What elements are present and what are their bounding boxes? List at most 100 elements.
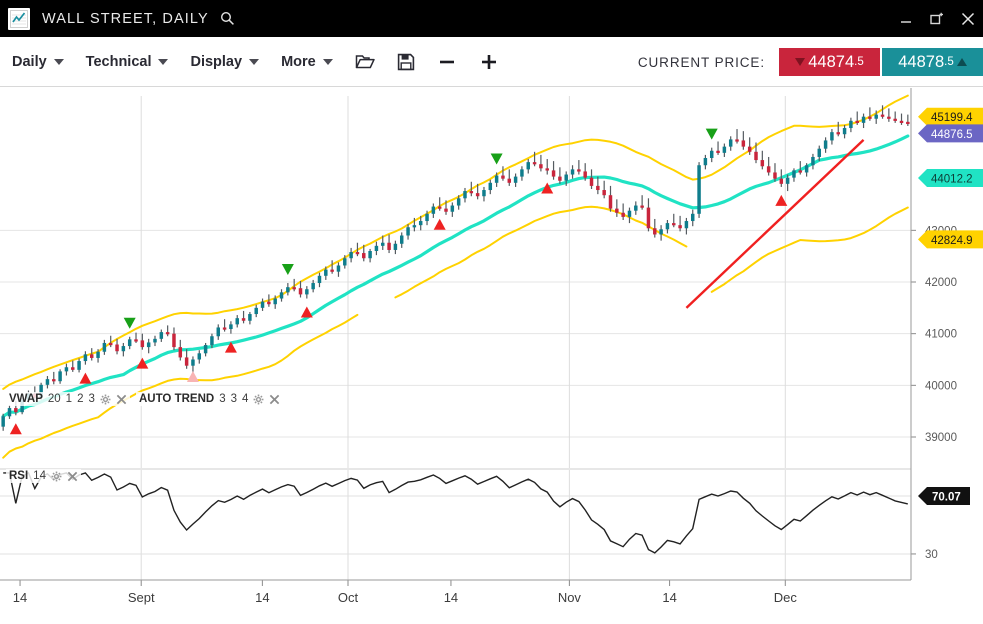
chevron-down-icon <box>249 58 260 65</box>
menu-daily[interactable]: Daily <box>0 37 75 86</box>
trend-line <box>685 139 865 309</box>
candle-body <box>425 213 429 222</box>
gear-icon[interactable] <box>100 394 111 405</box>
candle-body <box>83 354 88 362</box>
candle-body <box>849 120 853 129</box>
menu-more[interactable]: More <box>270 37 344 86</box>
chart-logo-icon <box>8 7 30 30</box>
rsi-line <box>3 471 908 554</box>
search-icon[interactable] <box>220 11 235 26</box>
svg-text:44012.2: 44012.2 <box>931 174 973 186</box>
candle-body <box>115 344 119 352</box>
candle-body <box>222 327 227 330</box>
candle-body <box>817 148 822 157</box>
zoom-out-icon[interactable] <box>426 37 468 86</box>
candle-body <box>589 177 594 186</box>
candle-body <box>191 359 195 366</box>
lower-band-badge: 42824.9 <box>918 230 983 249</box>
candle-body <box>608 195 613 209</box>
main-toolbar: Daily Technical Display More <box>0 37 983 87</box>
upper-band-line <box>2 94 909 390</box>
chart-canvas[interactable]: 430004200041000400003900014Sept14Oct14No… <box>0 88 983 624</box>
candle-body <box>317 275 322 284</box>
candle-body <box>754 151 758 161</box>
candle-body <box>146 342 151 348</box>
candle-body <box>747 146 752 152</box>
candle-body <box>330 269 334 272</box>
candle-body <box>513 176 518 183</box>
price-tick-label: 39000 <box>925 432 957 444</box>
close-icon[interactable] <box>269 394 280 405</box>
last-price-badge: 44876.5 <box>918 124 983 143</box>
gear-icon[interactable] <box>253 394 264 405</box>
menu-technical[interactable]: Technical <box>75 37 180 86</box>
candle-body <box>488 182 493 191</box>
buy-signal-marker <box>9 423 22 435</box>
candle-body <box>855 120 859 123</box>
vwap-param-1: 1 <box>65 393 73 405</box>
menu-technical-label: Technical <box>85 53 152 70</box>
candle-body <box>482 190 486 197</box>
candle-body <box>678 225 682 229</box>
current-price-label: CURRENT PRICE: <box>637 54 765 70</box>
gear-icon[interactable] <box>51 471 62 482</box>
candle-body <box>735 139 739 142</box>
menu-display[interactable]: Display <box>179 37 270 86</box>
open-folder-icon[interactable] <box>344 37 386 86</box>
candle-body <box>627 210 632 217</box>
restore-icon[interactable] <box>928 10 946 28</box>
vwap-indicator-legend[interactable]: VWAP 20 1 2 3 <box>6 392 130 406</box>
window-title: WALL STREET, DAILY <box>42 10 209 27</box>
candle-body <box>621 212 625 217</box>
chart-area[interactable]: 430004200041000400003900014Sept14Oct14No… <box>0 88 983 624</box>
candle-body <box>292 287 296 290</box>
candle-body <box>665 223 670 230</box>
lower-band-line <box>394 205 688 299</box>
save-disk-icon[interactable] <box>386 37 426 86</box>
candle-body <box>197 353 202 360</box>
candle-body <box>868 116 872 119</box>
zoom-in-icon[interactable] <box>468 37 510 86</box>
menu-display-label: Display <box>190 53 243 70</box>
close-icon[interactable] <box>67 471 78 482</box>
candle-body <box>260 301 265 308</box>
candle-body <box>431 206 436 214</box>
auto-trend-label: AUTO TREND <box>139 393 215 405</box>
lower-band-line <box>710 206 909 293</box>
candle-body <box>887 116 891 119</box>
candle-body <box>77 361 81 370</box>
candle-body <box>58 371 62 382</box>
candle-body <box>235 318 239 325</box>
candle-body <box>210 336 214 346</box>
candle-body <box>703 158 708 166</box>
candle-body <box>52 379 56 382</box>
rsi-indicator-legend[interactable]: RSI 14 <box>6 469 81 483</box>
ask-price-chip[interactable]: 44878 .5 <box>882 48 983 76</box>
candle-body <box>526 162 530 170</box>
close-icon[interactable] <box>116 394 127 405</box>
time-axis-label: 14 <box>444 590 458 605</box>
title-bar: WALL STREET, DAILY <box>0 0 983 37</box>
candle-body <box>773 172 777 179</box>
candle-body <box>539 164 543 169</box>
candle-body <box>305 289 309 295</box>
candle-body <box>362 253 366 259</box>
window-controls <box>897 0 977 37</box>
auto-trend-indicator-legend[interactable]: AUTO TREND 3 3 4 <box>136 392 284 406</box>
minimize-icon[interactable] <box>897 10 915 28</box>
candle-body <box>792 170 796 178</box>
candle-body <box>640 205 644 208</box>
buy-signal-marker <box>79 372 92 384</box>
sell-signal-marker <box>281 264 294 276</box>
close-icon[interactable] <box>959 10 977 28</box>
candle-body <box>716 150 720 153</box>
bid-price-chip[interactable]: 44874 .5 <box>779 48 880 76</box>
ask-price-decimal: .5 <box>944 56 954 68</box>
candle-body <box>64 367 69 372</box>
ask-price-value: 44878 <box>898 52 945 71</box>
vwap-period: 20 <box>47 393 61 405</box>
chevron-down-icon <box>322 58 333 65</box>
candle-body <box>267 301 271 305</box>
time-axis-label: 14 <box>255 590 269 605</box>
current-price-zone: CURRENT PRICE: 44874 .5 44878 .5 <box>638 37 983 87</box>
